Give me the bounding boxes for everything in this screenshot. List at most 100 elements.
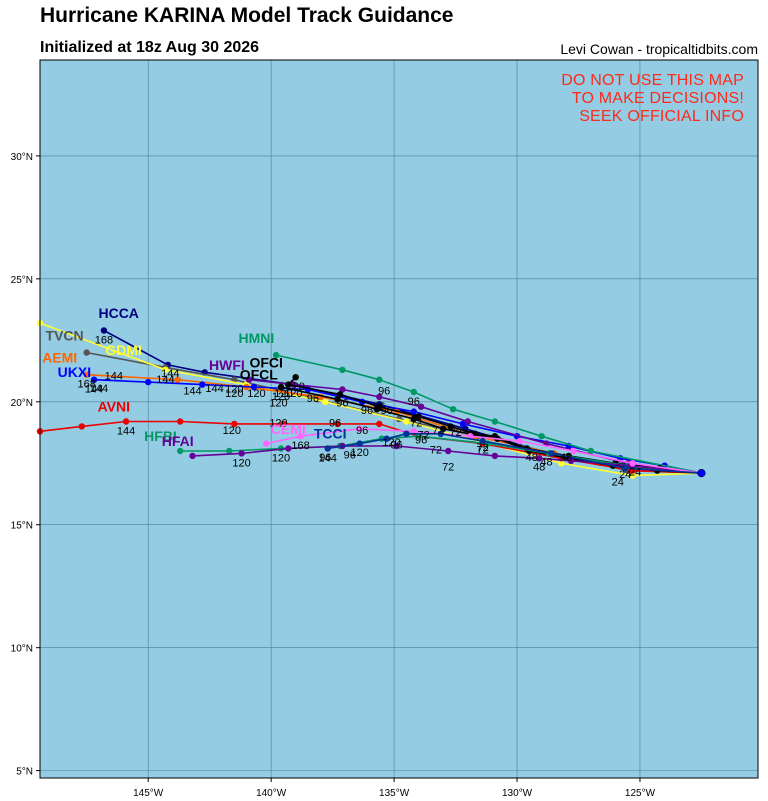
track-avni [36,418,705,477]
track-point [189,452,196,460]
track-hmni [272,351,705,477]
forecast-hour-label: 48 [540,457,552,469]
lon-tick-label: 125°W [625,788,656,799]
forecast-hour-label: 24 [629,467,641,479]
lat-tick-label: 5°N [16,767,33,778]
track-point [467,433,474,440]
track-line [180,435,702,474]
track-point [336,391,344,398]
track-point [516,437,523,445]
model-label-hfbi: HFBI [144,428,177,444]
track-point [415,413,422,420]
lat-tick-label: 20°N [11,398,33,409]
warning-line-2: TO MAKE DECISIONS! [571,90,744,107]
track-point [250,383,258,391]
track-point [324,445,331,452]
forecast-hour-label: 72 [430,444,442,456]
forecast-hour-label: 24 [612,476,624,488]
forecast-hour-label: 120 [284,388,302,400]
track-point [464,418,471,425]
model-label-avni: AVNI [98,399,130,415]
grid-lines [40,60,758,778]
forecast-hour-label: 96 [415,435,427,447]
track-point [491,418,499,425]
forecast-hour-label: 144 [161,368,179,380]
track-point [570,447,577,455]
track-point [410,388,417,396]
track-point [629,460,636,467]
track-point [238,450,245,457]
track-point [373,406,381,413]
track-point [629,472,636,479]
forecast-hour-label: 48 [560,452,572,464]
forecast-hour-label: 144 [105,371,123,383]
forecast-hour-label: 120 [272,391,290,403]
track-point [285,381,292,388]
forecast-hour-label: 96 [390,440,402,452]
forecast-hour-label: 120 [274,388,292,400]
warning-line-1: DO NOT USE THIS MAP [561,72,744,89]
storm-origin-point [697,468,706,478]
track-point [459,420,467,428]
track-point [548,450,555,457]
track-point [322,398,329,405]
model-label-hwfi: HWFI [209,357,245,373]
lat-tick-label: 25°N [11,275,33,286]
warning-line-3: SEEK OFFICIAL INFO [579,108,744,125]
forecast-hour-label: 96 [307,393,319,405]
forecast-hour-label: 96 [344,449,356,461]
track-point [376,376,383,383]
track-point [226,447,233,455]
forecast-hour-label: 96 [361,405,373,417]
forecast-hour-label: 72 [449,427,461,439]
forecast-hour-label: 48 [533,462,545,474]
model-label-hcca: HCCA [98,305,138,321]
lon-tick-label: 140°W [256,788,287,799]
track-point [393,442,400,450]
lon-tick-label: 145°W [133,788,164,799]
forecast-hour-label: 120 [287,381,305,393]
track-point [356,440,363,447]
lat-tick-label: 15°N [11,521,33,532]
model-label-ukxi: UKXI [58,364,91,380]
track-point [587,447,594,455]
forecast-hour-label: 120 [225,388,243,400]
track-point [245,376,253,383]
forecast-hour-label: 168 [78,379,96,391]
forecast-hour-label: 144 [205,383,223,395]
track-point [83,371,90,378]
model-label-cemi: CEMI [271,421,306,437]
track-point [280,420,287,428]
forecast-hour-label: 144 [117,426,135,438]
track-point [174,376,181,383]
forecast-hour-label: 144 [183,385,201,397]
track-point [538,433,545,440]
track-point [263,440,270,447]
track-hfai [189,442,705,477]
track-point [356,425,363,432]
track-point [177,418,184,425]
track-point [339,386,346,393]
track-point [417,403,425,410]
track-point [383,435,390,442]
track-point [277,383,285,391]
forecast-hour-label: 144 [319,453,337,465]
track-point [376,420,383,428]
model-label-tcci: TCCI [314,426,347,442]
track-point [162,366,169,373]
forecast-hour-label: 72 [476,442,488,454]
model-label-tvcn: TVCN [46,327,84,343]
forecast-hour-label: 96 [381,405,393,417]
track-point [447,423,454,430]
forecast-hour-label: 144 [156,374,174,386]
track-point [78,423,86,430]
model-label-gdmi: GDMI [105,342,142,358]
forecast-hour-label: 96 [356,425,368,437]
forecast-hour-label: 120 [382,437,400,449]
track-point [403,418,410,425]
forecast-hour-label: 72 [432,425,444,437]
map-frame [39,59,759,779]
track-point [145,378,152,386]
forecast-hour-label: 24 [619,469,631,481]
